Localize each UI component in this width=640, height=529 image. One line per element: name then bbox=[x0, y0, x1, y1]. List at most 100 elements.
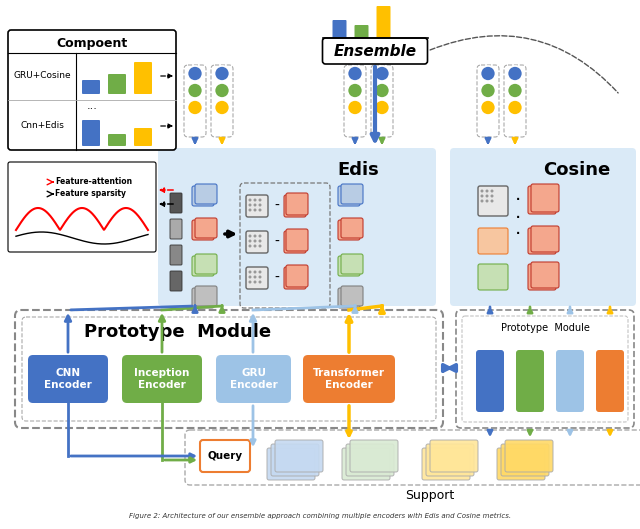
Circle shape bbox=[481, 199, 483, 203]
Text: Feature sparsity: Feature sparsity bbox=[55, 189, 126, 198]
Circle shape bbox=[188, 83, 202, 98]
Circle shape bbox=[188, 66, 202, 81]
Text: Figure 2: Architecture of our ensemble approach combining multiple encoders with: Figure 2: Architecture of our ensemble a… bbox=[129, 513, 511, 519]
Circle shape bbox=[259, 280, 262, 284]
Circle shape bbox=[259, 208, 262, 212]
FancyBboxPatch shape bbox=[341, 254, 363, 274]
FancyBboxPatch shape bbox=[200, 440, 250, 472]
FancyBboxPatch shape bbox=[286, 193, 308, 215]
FancyBboxPatch shape bbox=[284, 195, 306, 217]
FancyBboxPatch shape bbox=[338, 256, 360, 276]
FancyBboxPatch shape bbox=[8, 162, 156, 252]
FancyBboxPatch shape bbox=[528, 228, 556, 254]
FancyBboxPatch shape bbox=[501, 444, 549, 476]
Circle shape bbox=[374, 100, 390, 115]
Circle shape bbox=[248, 208, 252, 212]
Circle shape bbox=[253, 240, 257, 242]
Circle shape bbox=[481, 100, 495, 115]
Text: GRU+Cosine: GRU+Cosine bbox=[13, 71, 71, 80]
Circle shape bbox=[490, 199, 493, 203]
FancyBboxPatch shape bbox=[195, 184, 217, 204]
FancyBboxPatch shape bbox=[338, 186, 360, 206]
Circle shape bbox=[348, 83, 362, 98]
FancyBboxPatch shape bbox=[531, 262, 559, 288]
FancyBboxPatch shape bbox=[376, 6, 390, 38]
FancyBboxPatch shape bbox=[134, 128, 152, 146]
Text: Prototype  Module: Prototype Module bbox=[84, 323, 271, 341]
Circle shape bbox=[490, 195, 493, 197]
Circle shape bbox=[214, 83, 230, 98]
FancyBboxPatch shape bbox=[333, 20, 346, 38]
Circle shape bbox=[259, 198, 262, 202]
FancyBboxPatch shape bbox=[355, 25, 369, 38]
Text: ·: · bbox=[515, 208, 521, 227]
FancyBboxPatch shape bbox=[531, 184, 559, 212]
FancyBboxPatch shape bbox=[478, 264, 508, 290]
Circle shape bbox=[248, 234, 252, 238]
Circle shape bbox=[490, 189, 493, 193]
Circle shape bbox=[253, 198, 257, 202]
Circle shape bbox=[508, 83, 522, 98]
Circle shape bbox=[259, 276, 262, 278]
FancyBboxPatch shape bbox=[286, 229, 308, 251]
FancyBboxPatch shape bbox=[108, 74, 126, 94]
Text: ·: · bbox=[515, 225, 521, 244]
Circle shape bbox=[253, 280, 257, 284]
Circle shape bbox=[481, 189, 483, 193]
FancyBboxPatch shape bbox=[531, 226, 559, 252]
Circle shape bbox=[481, 83, 495, 98]
Circle shape bbox=[374, 83, 390, 98]
Circle shape bbox=[253, 270, 257, 273]
Circle shape bbox=[486, 189, 488, 193]
Text: Inception
Encoder: Inception Encoder bbox=[134, 368, 189, 390]
FancyBboxPatch shape bbox=[505, 440, 553, 472]
Circle shape bbox=[486, 195, 488, 197]
Text: CNN
Encoder: CNN Encoder bbox=[44, 368, 92, 390]
Text: Support: Support bbox=[405, 488, 454, 501]
FancyBboxPatch shape bbox=[478, 228, 508, 254]
FancyBboxPatch shape bbox=[516, 350, 544, 412]
FancyBboxPatch shape bbox=[338, 288, 360, 308]
Circle shape bbox=[259, 234, 262, 238]
FancyBboxPatch shape bbox=[341, 218, 363, 238]
Circle shape bbox=[188, 100, 202, 115]
FancyBboxPatch shape bbox=[528, 264, 556, 290]
FancyBboxPatch shape bbox=[134, 62, 152, 94]
Text: Cosine: Cosine bbox=[543, 161, 610, 179]
FancyBboxPatch shape bbox=[422, 448, 470, 480]
FancyBboxPatch shape bbox=[246, 231, 268, 253]
FancyBboxPatch shape bbox=[122, 355, 202, 403]
Circle shape bbox=[248, 270, 252, 273]
Circle shape bbox=[248, 204, 252, 206]
Text: Transformer
Encoder: Transformer Encoder bbox=[313, 368, 385, 390]
FancyBboxPatch shape bbox=[341, 184, 363, 204]
FancyBboxPatch shape bbox=[303, 355, 395, 403]
FancyBboxPatch shape bbox=[192, 256, 214, 276]
FancyBboxPatch shape bbox=[8, 30, 176, 150]
Circle shape bbox=[248, 244, 252, 248]
Text: ·: · bbox=[515, 191, 521, 211]
FancyBboxPatch shape bbox=[596, 350, 624, 412]
FancyBboxPatch shape bbox=[284, 231, 306, 253]
Text: GRU
Encoder: GRU Encoder bbox=[230, 368, 277, 390]
Circle shape bbox=[481, 195, 483, 197]
FancyBboxPatch shape bbox=[170, 245, 182, 265]
FancyBboxPatch shape bbox=[286, 265, 308, 287]
Circle shape bbox=[259, 244, 262, 248]
FancyBboxPatch shape bbox=[246, 267, 268, 289]
FancyBboxPatch shape bbox=[271, 444, 319, 476]
FancyBboxPatch shape bbox=[192, 186, 214, 206]
Circle shape bbox=[348, 66, 362, 81]
FancyBboxPatch shape bbox=[170, 193, 182, 213]
FancyBboxPatch shape bbox=[267, 448, 315, 480]
Text: Query: Query bbox=[207, 451, 243, 461]
Text: -: - bbox=[275, 271, 280, 285]
Circle shape bbox=[348, 100, 362, 115]
FancyBboxPatch shape bbox=[195, 218, 217, 238]
Circle shape bbox=[253, 276, 257, 278]
FancyBboxPatch shape bbox=[192, 288, 214, 308]
Text: -: - bbox=[275, 235, 280, 249]
FancyBboxPatch shape bbox=[275, 440, 323, 472]
Text: Cnn+Edis: Cnn+Edis bbox=[20, 122, 64, 131]
FancyBboxPatch shape bbox=[350, 440, 398, 472]
